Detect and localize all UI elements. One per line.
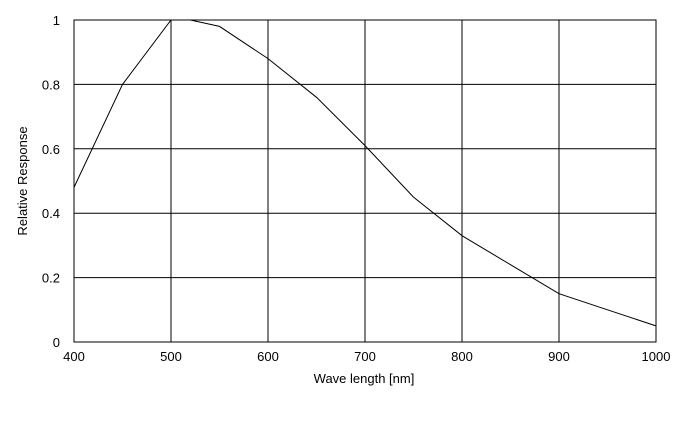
y-tick-label: 0.6 <box>42 142 60 157</box>
plot-frame <box>73 19 657 343</box>
x-tick-label: 900 <box>548 349 570 364</box>
x-axis-label: Wave length [nm] <box>314 371 415 386</box>
tick-label-layer: 400 500 600 700 800 900 1000 0 0.2 0.4 0.6 0.8 1 <box>42 13 671 364</box>
x-tick-label: 400 <box>63 349 85 364</box>
y-tick-label: 0.2 <box>42 271 60 286</box>
y-tick-label: 0 <box>53 335 60 350</box>
y-tick-label: 1 <box>53 13 60 28</box>
y-tick-label: 0.4 <box>42 206 60 221</box>
x-tick-label: 700 <box>354 349 376 364</box>
x-tick-label: 1000 <box>642 349 671 364</box>
y-tick-label: 0.8 <box>42 77 60 92</box>
x-tick-label: 800 <box>451 349 473 364</box>
y-axis-label: Relative Response <box>15 126 30 235</box>
x-tick-label: 600 <box>257 349 279 364</box>
grid-layer <box>73 19 657 343</box>
x-tick-label: 500 <box>160 349 182 364</box>
